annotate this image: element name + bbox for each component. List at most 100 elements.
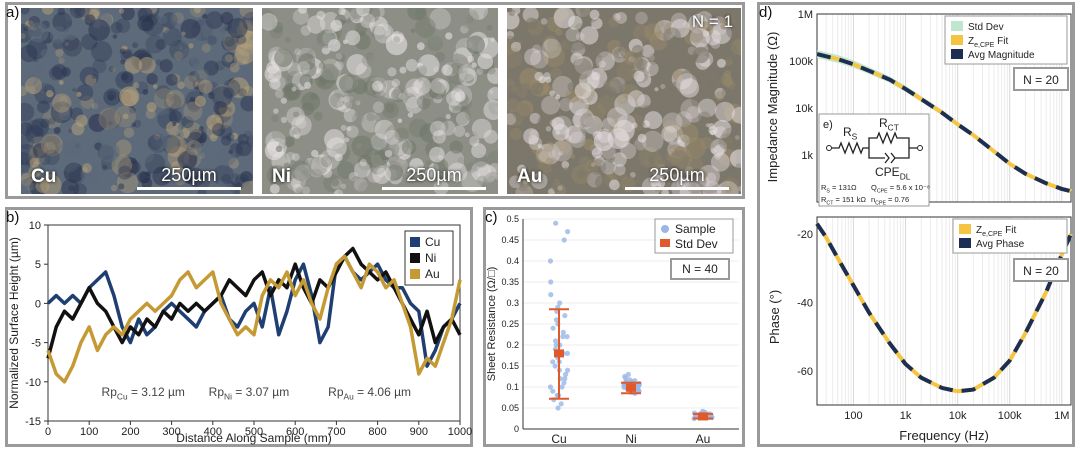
micrograph-grain [700,136,713,150]
micrograph-grain [570,154,576,160]
micrograph-grain [291,86,297,92]
micrograph-grain [543,140,555,152]
legend-label: Std Dev [968,22,1004,33]
micrograph-grain [49,26,67,44]
micrograph-grain [324,129,345,150]
micrograph-grain [398,92,406,100]
micrograph-grain [711,23,732,45]
micrograph-grain [213,38,220,45]
micrograph-grain [734,135,740,141]
micrograph-grain [437,175,443,180]
micrograph-grain [145,34,165,54]
micrograph-grain [359,158,368,167]
micrograph-grain [582,8,590,13]
micrograph-grain [721,43,739,61]
micrograph-grain [88,19,110,41]
micrograph-grain [40,118,50,128]
micrograph-grain [404,188,410,194]
micrograph-grain [285,170,307,191]
legend-swatch-sample [661,225,669,233]
micrograph-grain [146,102,157,113]
micrograph-grain [290,177,301,188]
micrograph-grain [145,170,152,177]
micrograph-grain [481,181,495,194]
panel-c-label: c) [485,209,498,226]
micrograph-grain [392,85,408,101]
micrograph-grain [356,142,363,149]
micrograph-grain [722,77,734,88]
micrograph-grain [61,16,71,26]
micrograph-grain [433,158,449,174]
micrograph-grain [666,160,685,180]
micrograph-grain [522,180,528,185]
micrograph-grain [39,138,47,145]
micrograph-grain [507,108,524,127]
micrograph-grain [115,71,134,90]
scale-bar: 250µm [625,165,729,190]
micrograph-grain [460,12,471,22]
micrograph-grain [173,51,184,61]
scale-bar: 250µm [137,165,241,190]
micrograph-grain [240,66,253,80]
micrograph-grain [353,8,373,18]
legend-swatch [959,224,971,234]
y-tick-label: 0 [514,424,519,434]
micrograph-grain [60,143,67,150]
micrograph-grain [217,135,224,142]
micrograph-grain [147,133,168,153]
micrograph-grain [235,45,240,51]
micrograph-grain [80,165,100,185]
micrograph-grain [407,8,427,21]
micrograph-grain [163,93,182,112]
micrograph-grain [74,8,91,18]
micrograph-grain [469,135,480,147]
micrograph-grain [262,20,276,41]
micrograph-grain [159,59,173,73]
roughness-annotation: RpNi = 3.07 µm [209,385,290,402]
micrograph-grain [445,32,453,40]
micrograph-grain [124,56,143,74]
micrograph-grain [579,156,591,168]
micrograph-grain [157,14,168,25]
micrograph-grain [372,165,392,185]
micrograph-grain [642,130,664,153]
micrograph-grain [212,123,226,137]
legend-swatch [959,238,971,248]
micrograph-grain [593,131,614,152]
micrograph-grain [275,145,283,153]
micrograph-grain [678,123,699,144]
micrograph-grain [206,114,223,131]
micrograph-texture [262,8,498,194]
micrograph-grain [549,154,567,172]
y-axis-label: Normalized Surface Height (µm) [7,237,21,409]
micrograph-grain [729,149,741,168]
micrograph-grain [367,60,383,77]
micrograph-grain [229,62,240,73]
scale-bar-label: 250µm [406,165,462,185]
micrograph-grain [120,8,135,21]
micrograph-grain [477,164,497,184]
micrograph-grain [221,174,232,185]
micrograph-grain [193,8,201,14]
micrograph-grain [69,8,86,19]
micrograph-grain [563,166,569,172]
micrograph-grain [319,149,340,170]
x-tick-label: 400 [204,426,222,438]
micrograph-grain [165,73,178,86]
micrograph-grain [447,53,469,75]
micrograph-cu: Cu 250µm [21,8,253,194]
sample-point [553,220,559,226]
x-tick-label: 1M [1054,410,1069,422]
micrograph-grain [617,93,628,105]
sample-point [555,405,561,411]
micrograph-grain [336,35,341,40]
micrograph-grain [79,66,99,86]
x-tick-label: 700 [327,426,345,438]
micrograph-grain [410,28,416,34]
micrograph-grain [206,124,221,139]
micrograph-grain [118,156,139,178]
micrograph-grain [488,162,498,177]
micrograph-grain [334,153,343,162]
sample-point [561,237,567,243]
micrograph-grain [40,49,50,58]
